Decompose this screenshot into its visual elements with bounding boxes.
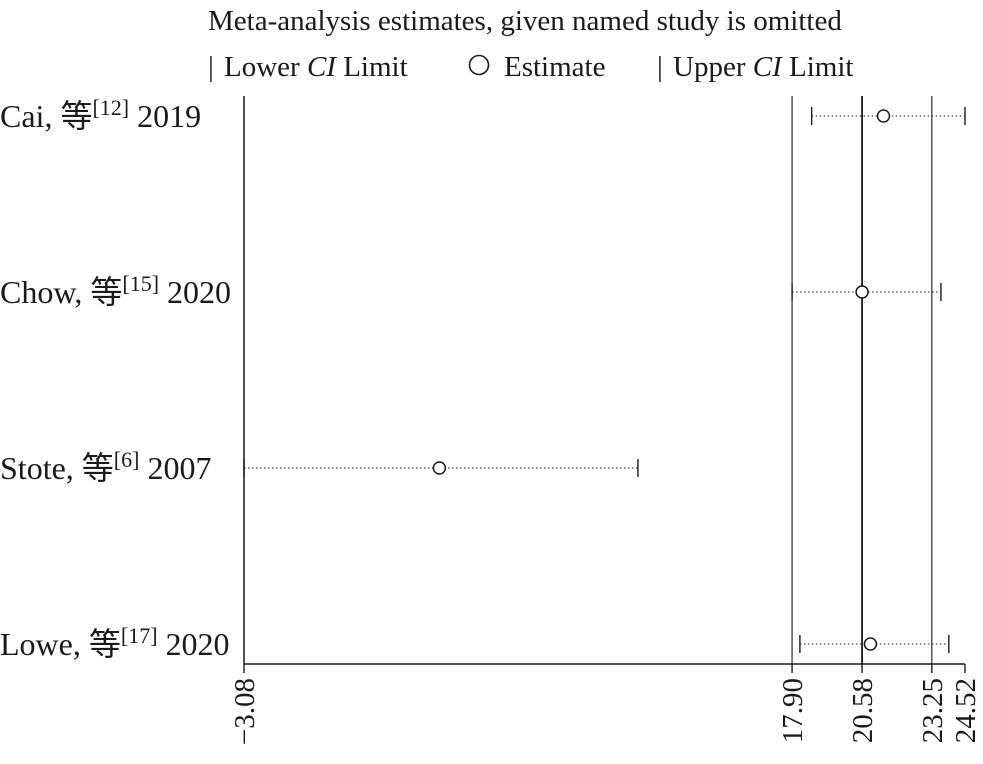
study-ref: [6] [114, 447, 140, 472]
legend-lower-symbol: | [208, 51, 214, 83]
legend-upper-label: Upper [673, 51, 746, 83]
study-row: Stote, 等[6] 2007 [0, 447, 639, 486]
legend-estimate-label: Estimate [504, 51, 605, 83]
study-author: Cai, 等 [0, 98, 92, 134]
chart-title: Meta-analysis estimates, given named stu… [208, 5, 842, 37]
legend-upper-text: Upper CI Limit [673, 51, 853, 83]
study-year: 2020 [159, 274, 231, 310]
legend-upper-limit: Limit [789, 51, 853, 83]
study-row: Chow, 等[15] 2020 [0, 271, 942, 310]
study-year: 2007 [139, 450, 211, 486]
legend-lower-limit: Limit [343, 51, 407, 83]
study-row: Lowe, 等[17] 2020 [0, 623, 950, 662]
x-tick-label: 24.52 [950, 678, 982, 743]
legend-estimate-marker [468, 54, 490, 76]
x-tick-label: 23.25 [917, 678, 949, 743]
estimate-marker [855, 285, 869, 299]
reference-lines [791, 96, 933, 664]
x-tick-label: 17.90 [777, 678, 809, 743]
study-label: Lowe, 等[17] 2020 [0, 623, 230, 662]
legend-lower-ci: CI [307, 51, 337, 83]
study-author: Stote, 等 [0, 450, 114, 486]
estimate-marker [863, 637, 878, 651]
study-author: Lowe, 等 [0, 626, 121, 662]
study-label: Stote, 等[6] 2007 [0, 447, 211, 486]
study-ref: [17] [121, 623, 158, 648]
study-label: Chow, 等[15] 2020 [0, 271, 231, 310]
estimate-marker [876, 109, 891, 123]
study-year: 2019 [129, 98, 201, 134]
x-tick-label: −3.08 [229, 678, 261, 745]
legend-upper-ci: CI [753, 51, 783, 83]
study-ref: [15] [122, 271, 159, 296]
legend-upper-symbol: | [657, 51, 663, 83]
study-row: Cai, 等[12] 2019 [0, 95, 966, 134]
legend-lower-text: Lower CI Limit [224, 51, 408, 83]
study-label: Cai, 等[12] 2019 [0, 95, 201, 134]
estimate-marker [432, 461, 447, 475]
legend-lower-label: Lower [224, 51, 300, 83]
study-author: Chow, 等 [0, 274, 122, 310]
study-year: 2020 [158, 626, 230, 662]
x-axis-ticks: −3.08 17.90 20.58 23.25 24.52 [229, 664, 982, 745]
legend: | Lower CI Limit Estimate | Upper CI Lim… [208, 51, 853, 83]
x-tick-label: 20.58 [847, 678, 879, 743]
study-ref: [12] [92, 95, 129, 120]
